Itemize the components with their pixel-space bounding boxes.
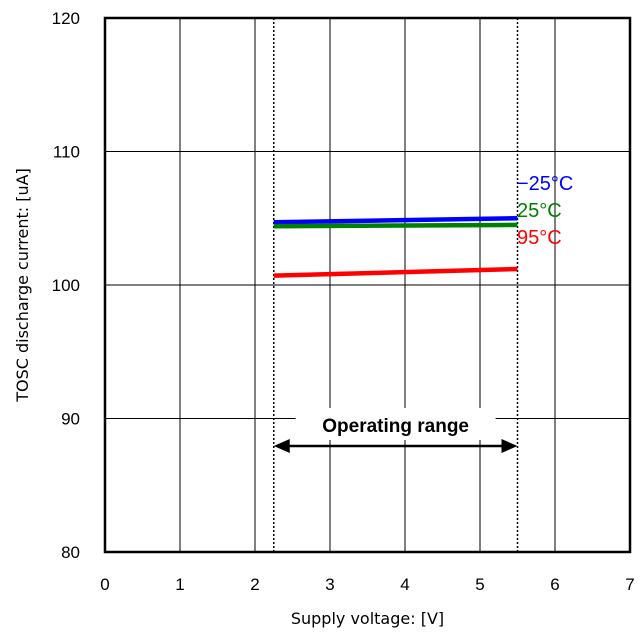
operating-range-label: Operating range (322, 416, 469, 437)
y-tick-label: 110 (53, 143, 80, 162)
y-tick-label: 90 (61, 410, 80, 429)
series-group (273, 216, 518, 278)
series-line (273, 222, 518, 229)
arrow-left-head (273, 439, 290, 453)
operating-range-label-bg (295, 408, 496, 440)
x-tick-label: 7 (625, 575, 634, 594)
y-axis-title: TOSC discharge current: [uA] (13, 168, 32, 403)
series-label: 25°C (517, 200, 562, 222)
y-tick-label: 100 (52, 276, 80, 295)
series-labels: −25°C 25°C 95°C (517, 173, 573, 249)
x-tick-label: 2 (250, 575, 259, 594)
y-tick-label: 120 (52, 9, 80, 28)
grid (105, 18, 630, 552)
y-tick-labels: 80 90 100 110 120 (52, 9, 80, 562)
operating-range-annotation: Operating range (273, 408, 518, 453)
x-tick-label: 6 (550, 575, 559, 594)
x-tick-label: 1 (175, 575, 184, 594)
x-tick-label: 3 (325, 575, 334, 594)
series-line (273, 216, 518, 225)
x-tick-label: 0 (100, 575, 109, 594)
operating-range-lines (273, 18, 519, 552)
series-line (273, 266, 518, 278)
x-tick-label: 4 (400, 575, 409, 594)
series-label: −25°C (517, 173, 573, 195)
series-label: 95°C (517, 227, 562, 249)
x-tick-label: 5 (475, 575, 484, 594)
y-tick-label: 80 (61, 543, 80, 562)
plot-frame (103, 16, 632, 554)
arrow-right-head (501, 439, 518, 453)
x-axis-title: Supply voltage: [V] (291, 609, 444, 628)
x-tick-labels: 0 1 2 3 4 5 6 7 (100, 575, 634, 594)
